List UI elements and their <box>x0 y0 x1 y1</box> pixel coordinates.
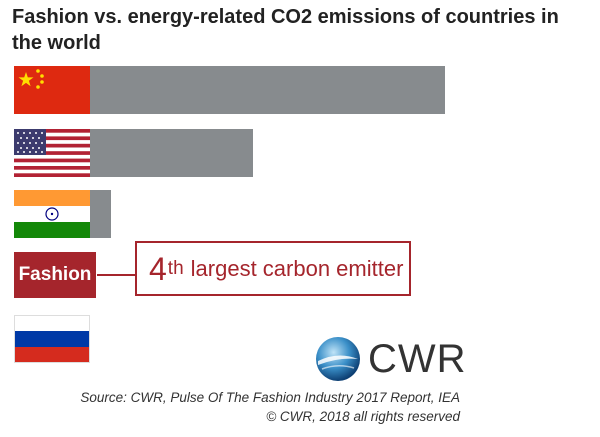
russia-flag-icon <box>14 315 90 363</box>
cwr-logo: CWR <box>314 334 467 384</box>
cwr-logo-text: CWR <box>368 336 467 381</box>
cwr-globe-icon <box>316 337 360 381</box>
callout-connector <box>97 274 135 276</box>
chart-title: Fashion vs. energy-related CO2 emissions… <box>12 6 559 54</box>
source-note: Source: CWR, Pulse Of The Fashion Indust… <box>80 388 460 426</box>
fashion-label: Fashion <box>14 252 96 298</box>
copyright-line: © CWR, 2018 all rights reserved <box>266 409 460 424</box>
callout-text: largest carbon emitter <box>190 255 404 281</box>
callout-rank-suffix: th <box>167 257 184 279</box>
bar-india <box>90 190 112 238</box>
bar-usa <box>90 129 254 177</box>
source-line: Source: CWR, Pulse Of The Fashion Indust… <box>80 390 460 405</box>
bar-china <box>90 66 445 114</box>
china-flag-icon <box>14 66 90 114</box>
india-flag-icon <box>14 190 90 238</box>
usa-flag-icon <box>14 129 90 177</box>
callout-rank-number: 4 <box>149 250 167 287</box>
